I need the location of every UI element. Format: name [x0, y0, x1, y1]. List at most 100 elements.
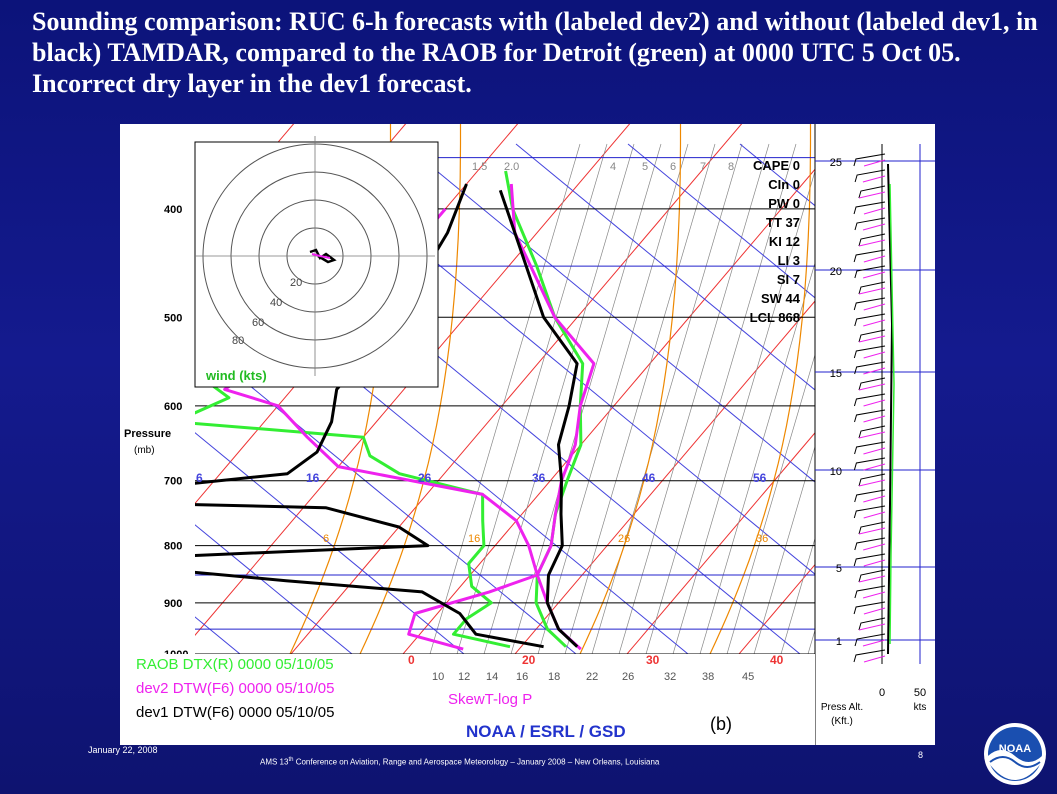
wind-barb [853, 393, 886, 407]
wind-axis-label: kts [914, 702, 927, 713]
mixing-ratio-top-label: 1.5 [472, 161, 487, 173]
pressure-tick-label: 600 [164, 401, 182, 413]
hodograph-trace [311, 253, 331, 259]
slide-title: Sounding comparison: RUC 6-h forecasts w… [32, 7, 1038, 98]
index-ki: KI 12 [769, 234, 800, 249]
wind-barb [862, 639, 886, 647]
isotherm-label: 0 [408, 653, 415, 667]
dry-adiabat-line [195, 247, 689, 654]
dry-adiabat-label: 36 [532, 471, 546, 485]
altitude-tick-label: 20 [830, 266, 842, 278]
pressure-tick-label: 700 [164, 476, 182, 488]
altitude-axis-unit: (Kft.) [831, 716, 853, 727]
legend-entry: dev1 DTW(F6) 0000 05/10/05 [136, 704, 334, 721]
thermo-background-lines [120, 124, 815, 654]
mixing-ratio-top-label: 4 [610, 161, 616, 173]
bottom-background [120, 654, 815, 745]
mixing-ratio-line [726, 353, 815, 654]
wind-barb [853, 649, 886, 663]
wind-barb [858, 425, 886, 439]
pressure-axis-title: Pressure [124, 428, 171, 440]
pressure-tick-label: 800 [164, 541, 182, 553]
moist-adiabat-line [359, 124, 462, 654]
wind-barb [863, 303, 886, 311]
wind-barb [863, 463, 886, 471]
wind-barb [863, 415, 886, 423]
isotherm-line [290, 124, 743, 654]
wind-barb [858, 185, 886, 199]
hodograph-label: wind (kts) [205, 368, 267, 383]
dry-adiabat-line [120, 144, 128, 654]
pressure-axis-unit: (mb) [134, 445, 155, 456]
wind-barb [862, 175, 886, 183]
wind-barb [862, 223, 886, 231]
wind-barb [853, 601, 886, 615]
mixing-ratio-bottom-label: 45 [742, 671, 754, 683]
hodograph-ring-label: 20 [290, 277, 302, 289]
isotherm-line [738, 563, 815, 654]
moist-adiabat-label: 16 [468, 533, 480, 545]
footer-page-number: 8 [918, 750, 924, 760]
isotherm-line [514, 300, 815, 654]
mixing-ratio-bottom-label: 26 [622, 671, 634, 683]
wind-barb [863, 351, 886, 359]
wind-tick-label: 50 [914, 687, 926, 699]
isotherm-label: 40 [770, 653, 784, 667]
wind-barb [853, 457, 886, 471]
wind-barb [858, 473, 886, 487]
mixing-ratio-top-label: 6 [670, 161, 676, 173]
wind-barb [854, 217, 886, 231]
mixing-ratio-line [537, 143, 689, 654]
index-li: LI 3 [778, 253, 800, 268]
wind-barb [853, 345, 886, 359]
isotherm-line [626, 432, 815, 654]
hodograph-trace [309, 248, 337, 264]
chart-bottom-area: RAOB DTX(R) 0000 05/10/05 dev2 DTW(F6) 00… [120, 653, 815, 745]
moist-adiabat-line [579, 124, 682, 654]
legend-entry: RAOB DTX(R) 0000 05/10/05 [136, 656, 334, 673]
moist-adiabat-label: 36 [756, 533, 768, 545]
wind-barb [863, 607, 886, 615]
wind-barb [863, 271, 886, 279]
index-lcl: LCL 868 [750, 310, 800, 325]
mixing-ratio-bottom-label: 12 [458, 671, 470, 683]
isotherm-line [402, 168, 815, 654]
mixing-ratio-bottom-label: 18 [548, 671, 560, 683]
wind-barb [853, 201, 886, 215]
wind-barb [853, 553, 886, 567]
index-si: SI 7 [777, 272, 800, 287]
wind-barb [858, 575, 886, 583]
mixing-ratio-line [645, 143, 797, 654]
mixing-ratio-line [699, 261, 815, 654]
wind-barb [863, 399, 886, 407]
wind-barb [858, 335, 886, 343]
wind-barb [854, 409, 886, 423]
skewt-label: SkewT-log P [448, 691, 532, 708]
wind-speed-trace [889, 183, 895, 645]
altitude-tick-label: 5 [836, 563, 842, 575]
wind-barb [853, 153, 886, 167]
mixing-ratio-bottom-label: 16 [516, 671, 528, 683]
skewt-chart: 400 500 600 700 800 900 10 0 0 Pressure (mb) 0 20 30… [120, 124, 935, 745]
hodograph-frame [194, 141, 439, 388]
pressure-tick-label: 500 [164, 312, 182, 324]
wind-barb [863, 319, 886, 327]
wind-barb [854, 169, 886, 183]
wind-barb [863, 255, 886, 263]
dry-adiabat-line [195, 432, 465, 654]
mixing-ratio-line [618, 143, 770, 654]
wind-barb [858, 431, 886, 439]
wind-barb [863, 511, 886, 519]
wind-barb [863, 543, 886, 551]
svg-text:NOAA: NOAA [999, 743, 1031, 755]
wind-barb [858, 521, 886, 535]
dry-adiabat-line [195, 339, 577, 654]
wind-barb [854, 361, 886, 375]
isobars: 4005006007008009001000Pressure(mb) [124, 157, 815, 661]
altitude-tick-label: 15 [830, 368, 842, 380]
wind-barb [858, 191, 886, 199]
wind-barb [858, 281, 886, 295]
wind-barb [853, 297, 886, 311]
dry-adiabat-line [515, 143, 815, 391]
wind-barb [858, 287, 886, 295]
